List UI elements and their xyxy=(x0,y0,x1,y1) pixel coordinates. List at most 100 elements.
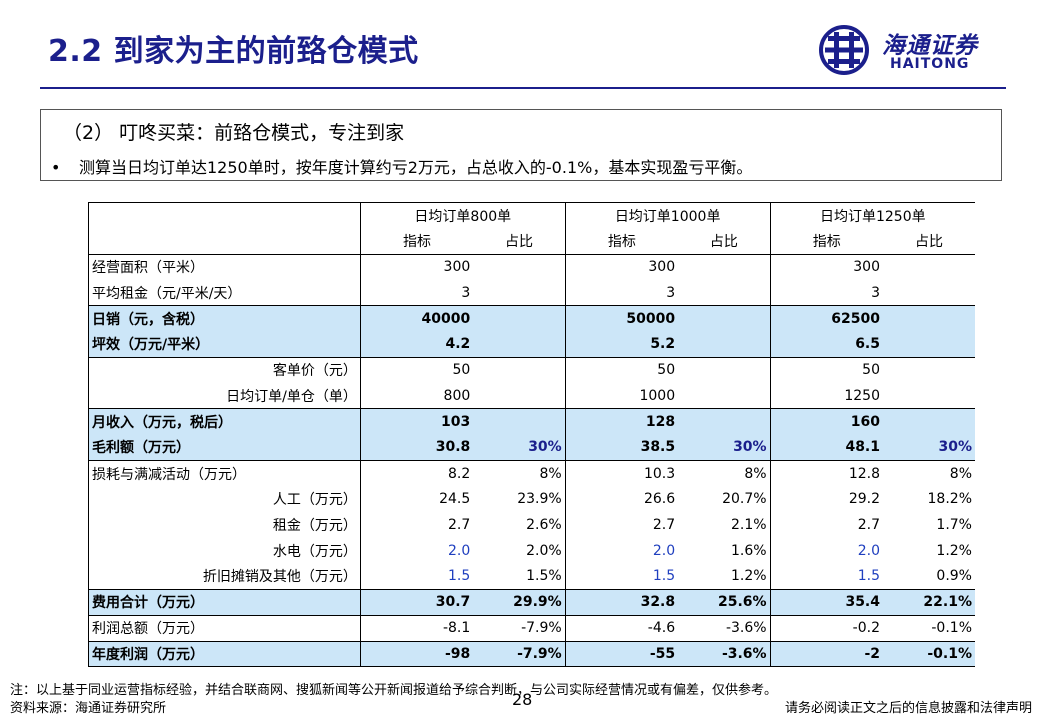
row-label: 平均租金（元/平米/天） xyxy=(88,279,361,306)
group-header-800: 日均订单800单 xyxy=(359,202,566,229)
value-cell: -8.1 xyxy=(359,615,474,642)
share-cell xyxy=(678,383,770,409)
group-header-1250: 日均订单1250单 xyxy=(769,202,975,229)
share-cell: 25.6% xyxy=(678,588,771,616)
share-cell: 2.6% xyxy=(526,516,562,533)
table-row: 平均租金（元/平米/天） 3 3 3 xyxy=(88,279,976,306)
row-label: 日销（元，含税） xyxy=(88,305,361,332)
value-cell: 12.8 xyxy=(769,460,883,487)
share-cell xyxy=(678,280,770,306)
table-row: 人工（万元） 24.5 23.9% 26.6 20.7% 29.2 18.2% xyxy=(88,486,976,513)
value-cell: 128 xyxy=(564,408,679,435)
table-corner-cell xyxy=(88,228,361,255)
share-cell: 22.1% xyxy=(883,588,975,616)
value-cell: -0.2 xyxy=(769,615,883,642)
table-row: 日销（元，含税） 40000 50000 62500 xyxy=(88,305,975,332)
value-cell: 160 xyxy=(769,408,883,435)
table-row: 客单价（元） 50 50 50 xyxy=(88,357,976,384)
row-label: 日均订单/单仓（单） xyxy=(88,383,361,409)
share-cell xyxy=(883,280,975,306)
bullet-icon: • xyxy=(51,158,61,177)
value-cell: 800 xyxy=(359,383,474,409)
value-cell: 3 xyxy=(359,279,474,306)
share-cell: -3.6% xyxy=(678,640,771,668)
table-row: 租金（万元） 2.7 2.6% 2.7 2.1% 2.7 1.7% xyxy=(88,512,976,538)
value-cell: 62500 xyxy=(769,305,883,332)
table-row: 日均订单/单仓（单） 800 1000 1250 xyxy=(88,383,976,409)
value-cell: 40000 xyxy=(359,305,474,332)
share-cell: 20.7% xyxy=(722,491,767,508)
row-label: 折旧摊销及其他（万元） xyxy=(88,563,361,590)
summary-body: 测算当日均订单达1250单时，按年度计算约亏2万元，占总收入的-0.1%，基本实… xyxy=(79,158,753,177)
row-label: 经营面积（平米） xyxy=(88,254,361,280)
share-cell: 18.2% xyxy=(927,491,972,508)
value-cell: 2.7 xyxy=(359,512,474,538)
subheader-cell: 指标 xyxy=(564,228,679,255)
haitong-logo: 海通证券 HAITONG xyxy=(818,24,1008,76)
table-row: 损耗与满减活动（万元） 8.2 8% 10.3 8% 12.8 8% xyxy=(88,460,976,487)
share-cell: 1.7% xyxy=(936,516,972,533)
value-cell: 24.5 xyxy=(359,486,474,513)
share-cell: 30% xyxy=(473,434,566,461)
financial-table: 日均订单800单 日均订单1000单 日均订单1250单 指标 占比 指标 占比… xyxy=(88,202,976,668)
value-cell: 50 xyxy=(564,357,679,384)
share-cell: 1.2% xyxy=(731,568,767,585)
share-cell: 29.9% xyxy=(473,588,566,616)
summary-box: （2） 叮咚买菜：前臵仓模式，专注到家 • 测算当日均订单达1250单时，按年度计… xyxy=(40,109,1002,181)
share-cell: 1.6% xyxy=(731,542,767,559)
value-cell: 35.4 xyxy=(769,588,883,616)
value-cell: 6.5 xyxy=(769,331,883,358)
table-row: 利润总额（万元） -8.1 -7.9% -4.6 -3.6% -0.2 -0.1% xyxy=(88,615,976,642)
share-cell: 8% xyxy=(539,465,562,482)
share-cell: 8% xyxy=(949,465,972,482)
value-cell: 4.2 xyxy=(359,331,474,358)
share-cell: -0.1% xyxy=(931,620,972,637)
share-cell: -7.9% xyxy=(473,640,566,668)
subheader-cell: 指标 xyxy=(359,228,474,255)
value-cell: -55 xyxy=(564,640,679,668)
share-cell xyxy=(883,408,975,435)
value-cell: 3 xyxy=(564,279,679,306)
table-row: 月收入（万元，税后） 103 128 160 xyxy=(88,408,975,435)
value-cell: 50 xyxy=(769,357,883,384)
value-cell: 5.2 xyxy=(564,331,679,358)
table-body: 经营面积（平米） 300 300 300 平均租金（元/平米/天） 3 3 3 日销（元，含税）… xyxy=(88,254,976,668)
footnote: 注：以上基于同业运营指标经验，并结合联商网、搜狐新闻等公开新闻报道给予综合判断，… xyxy=(10,683,778,698)
table-group-header-row: 日均订单800单 日均订单1000单 日均订单1250单 xyxy=(88,202,975,229)
row-label: 损耗与满减活动（万元） xyxy=(88,460,361,487)
summary-heading: （2） 叮咚买菜：前臵仓模式，专注到家 xyxy=(63,122,405,144)
table-corner-cell xyxy=(88,202,361,229)
share-cell: 1.5% xyxy=(526,568,562,585)
share-cell xyxy=(883,383,975,409)
subheader-cell: 占比 xyxy=(678,228,771,255)
row-label: 月收入（万元，税后） xyxy=(88,408,361,435)
share-cell xyxy=(883,357,975,383)
value-cell: 2.7 xyxy=(564,512,679,538)
row-label: 年度利润（万元） xyxy=(88,640,361,668)
row-label: 利润总额（万元） xyxy=(88,615,361,642)
value-cell: 2.7 xyxy=(769,512,883,538)
share-cell xyxy=(473,280,565,306)
disclaimer: 请务必阅读正文之后的信息披露和法律声明 xyxy=(784,701,1032,716)
value-cell: 10.3 xyxy=(564,460,679,487)
share-cell xyxy=(678,357,770,383)
share-cell: -3.6% xyxy=(725,620,767,637)
page-number: 28 xyxy=(512,690,533,709)
value-cell: 300 xyxy=(359,254,474,280)
group-header-1000: 日均订单1000单 xyxy=(564,202,771,229)
value-cell: 38.5 xyxy=(564,434,679,461)
row-label: 水电（万元） xyxy=(88,537,361,564)
share-cell: 8% xyxy=(744,465,767,482)
share-cell: 30% xyxy=(883,434,975,461)
share-cell xyxy=(473,254,565,280)
share-cell: 1.2% xyxy=(936,542,972,559)
value-cell: 32.8 xyxy=(564,588,679,616)
share-cell xyxy=(678,331,771,358)
share-cell: 2.0% xyxy=(526,542,562,559)
value-cell: 103 xyxy=(359,408,474,435)
value-cell: 300 xyxy=(564,254,679,280)
share-cell xyxy=(473,383,565,409)
value-cell: 3 xyxy=(769,279,883,306)
value-cell: 1.5 xyxy=(564,563,679,590)
table-row: 费用合计（万元） 30.7 29.9% 32.8 25.6% 35.4 22.1% xyxy=(88,588,975,616)
